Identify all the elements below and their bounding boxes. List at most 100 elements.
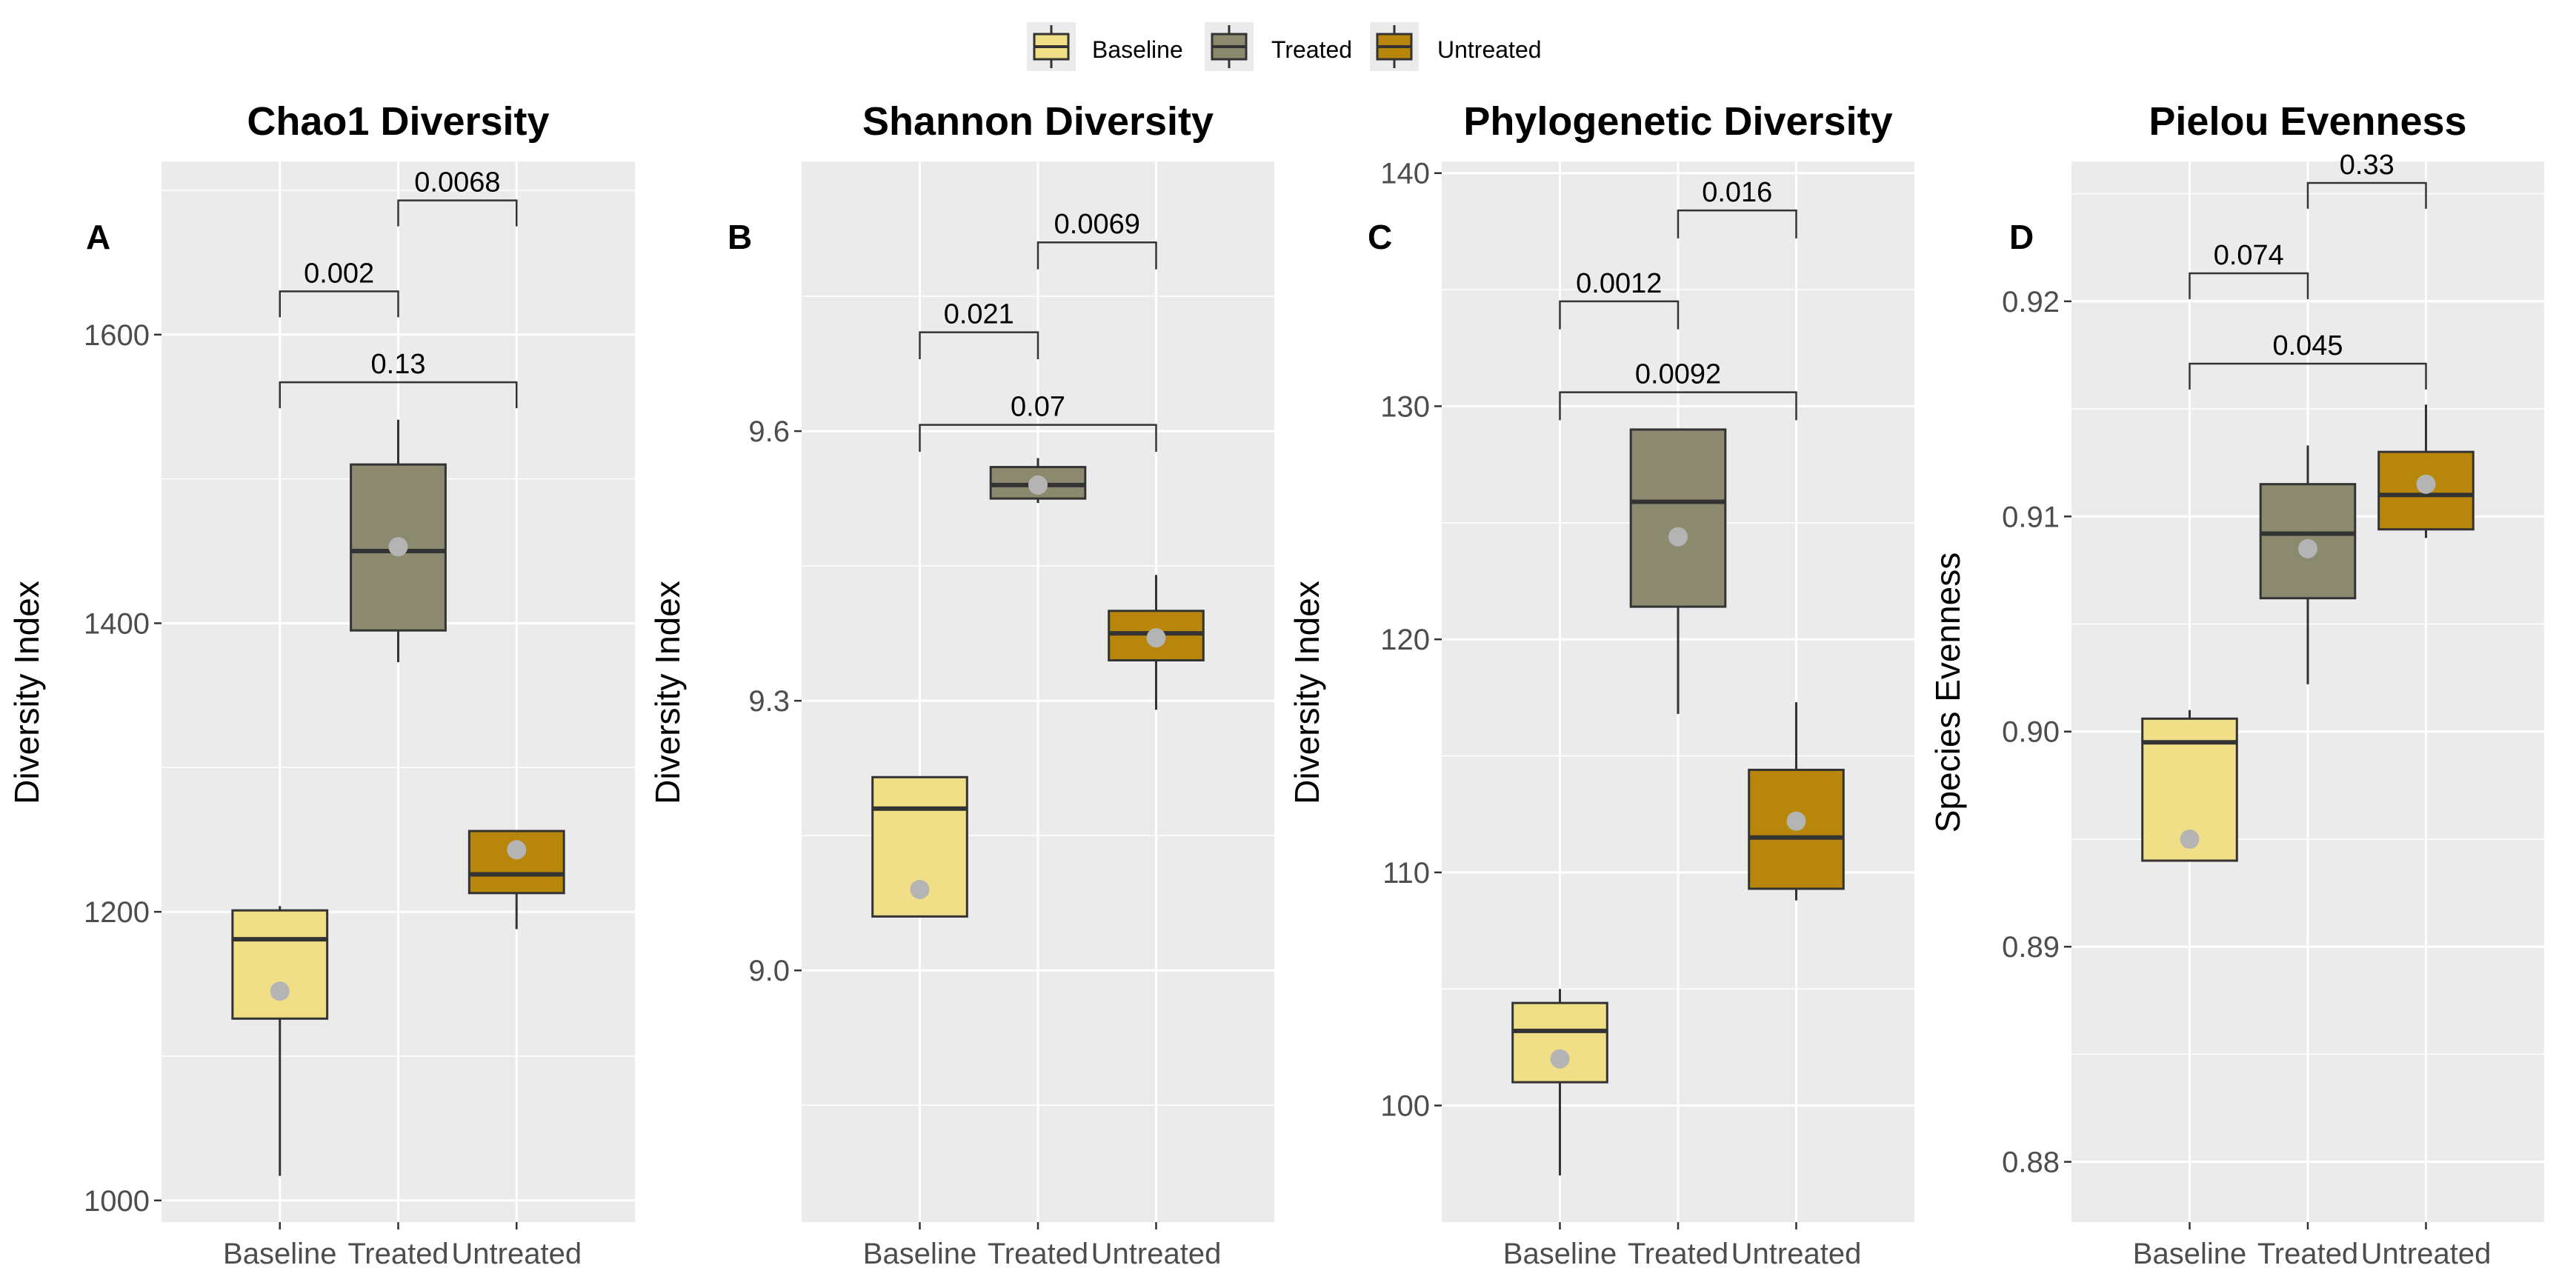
box-body [1511,1001,1608,1084]
panel-title: Pielou Evenness [2149,99,2466,144]
panel-title: Chao1 Diversity [247,99,549,144]
y-tick-label: 120 [1380,624,1430,656]
chart-panel-d: 0.88 0.89 0.90 0.91 0.92 0.074 0.33 0.045 Baseli… [1928,99,2544,1270]
mean-point [388,537,408,557]
comparison-bracket: 0.0012 [1559,268,1680,330]
p-value-label: 0.002 [304,258,374,289]
y-axis-label: Species Evenness [1928,553,1967,832]
bracket-line [919,424,1157,452]
legend-item-untreated: Untreated [1370,22,1542,71]
box-body [1108,610,1205,662]
mean-point [2180,829,2200,849]
x-tick-label: Baseline [863,1238,976,1270]
chart-panel-c: 100 110 120 130 140 0.0012 0.016 0.0092 Baseline… [1288,99,1914,1270]
p-value-label: 0.07 [1011,392,1065,423]
panel-letter: A [86,218,110,256]
y-axis-label: Diversity Index [7,581,46,804]
x-tick-label: Treated [1628,1238,1728,1270]
legend-item-baseline: Baseline [1027,22,1183,71]
box-untreated [467,830,565,930]
mean-point [507,840,527,860]
bracket-line [279,290,399,318]
chart-panel-b: 9.0 9.3 9.6 0.021 0.0069 0.07 Baseline Treated U… [648,99,1274,1270]
box-treated [989,458,1087,504]
y-tick-label: 100 [1380,1090,1430,1123]
y-tick-label: 0.90 [2002,716,2060,749]
panel-letter: C [1368,218,1392,256]
panel-title: Shannon Diversity [862,99,1214,144]
bracket-line [279,381,518,409]
box-untreated [1748,702,1845,901]
y-tick-label: 0.88 [2002,1147,2060,1179]
box-body [1629,428,1727,608]
mean-point [910,879,930,899]
y-tick-label: 140 [1380,158,1430,190]
panel-letter: B [728,218,752,256]
comparison-bracket: 0.016 [1677,177,1797,238]
x-tick-label: Untreated [1091,1238,1222,1270]
bracket-line [1559,391,1797,421]
y-tick-label: 110 [1382,857,1430,890]
p-value-label: 0.0012 [1576,268,1662,299]
comparison-bracket: 0.0068 [397,167,518,227]
box-treated [1629,428,1727,714]
p-value-label: 0.0068 [414,167,500,198]
panel-title: Phylogenetic Diversity [1463,99,1892,144]
box-baseline [871,775,968,918]
x-tick-label: Baseline [223,1238,336,1270]
x-tick-label: Baseline [1503,1238,1617,1270]
bracket-line [1036,241,1157,270]
y-tick-label: 1000 [84,1185,150,1218]
legend-label: Baseline [1092,36,1183,63]
box-untreated [1108,575,1205,710]
mean-point [2416,474,2436,494]
mean-point [1786,811,1806,831]
x-tick-label: Untreated [2361,1238,2492,1270]
mean-point [1028,475,1048,495]
comparison-bracket: 0.0092 [1559,359,1797,421]
legend-item-treated: Treated [1205,22,1352,71]
legend-label: Treated [1271,36,1352,63]
bracket-line [919,331,1039,359]
y-axis-label: Diversity Index [648,581,687,804]
box-baseline [2141,710,2238,862]
y-tick-label: 9.6 [748,416,790,448]
bracket-line [2189,272,2309,299]
bracket-line [397,199,518,227]
y-tick-label: 0.92 [2002,286,2060,318]
p-value-label: 0.13 [371,349,426,380]
p-value-label: 0.045 [2272,330,2343,361]
comparison-bracket: 0.045 [2189,330,2427,390]
x-tick-label: Treated [988,1238,1088,1270]
p-value-label: 0.0092 [1635,359,1721,390]
legend-label: Untreated [1437,36,1542,63]
y-tick-label: 1200 [84,896,150,929]
chart-panel-a: 1000 1200 1400 1600 0.002 0.0068 0.13 Baseline T… [7,99,635,1270]
y-tick-label: 1600 [84,319,150,352]
box-treated [350,419,447,663]
x-tick-label: Untreated [1731,1238,1862,1270]
y-axis-label: Diversity Index [1288,581,1326,804]
mean-point [2298,538,2317,558]
mean-point [1146,628,1166,648]
bracket-line [2306,181,2427,209]
y-tick-label: 0.89 [2002,931,2060,964]
p-value-label: 0.074 [2214,240,2284,271]
p-value-label: 0.33 [2340,150,2394,181]
x-tick-label: Baseline [2133,1238,2246,1270]
x-tick-label: Treated [2257,1238,2358,1270]
comparison-bracket: 0.021 [919,299,1039,359]
y-tick-label: 9.3 [748,685,790,718]
mean-point [1668,527,1688,547]
p-value-label: 0.016 [1702,177,1772,208]
comparison-bracket: 0.33 [2306,150,2427,209]
comparison-bracket: 0.13 [279,349,518,409]
p-value-label: 0.021 [944,299,1014,330]
box-treated [2259,445,2357,684]
mean-point [270,981,290,1001]
box-baseline [1511,989,1608,1176]
bracket-line [1559,300,1680,330]
y-tick-label: 130 [1380,390,1430,423]
panel-letter: D [2009,218,2034,256]
